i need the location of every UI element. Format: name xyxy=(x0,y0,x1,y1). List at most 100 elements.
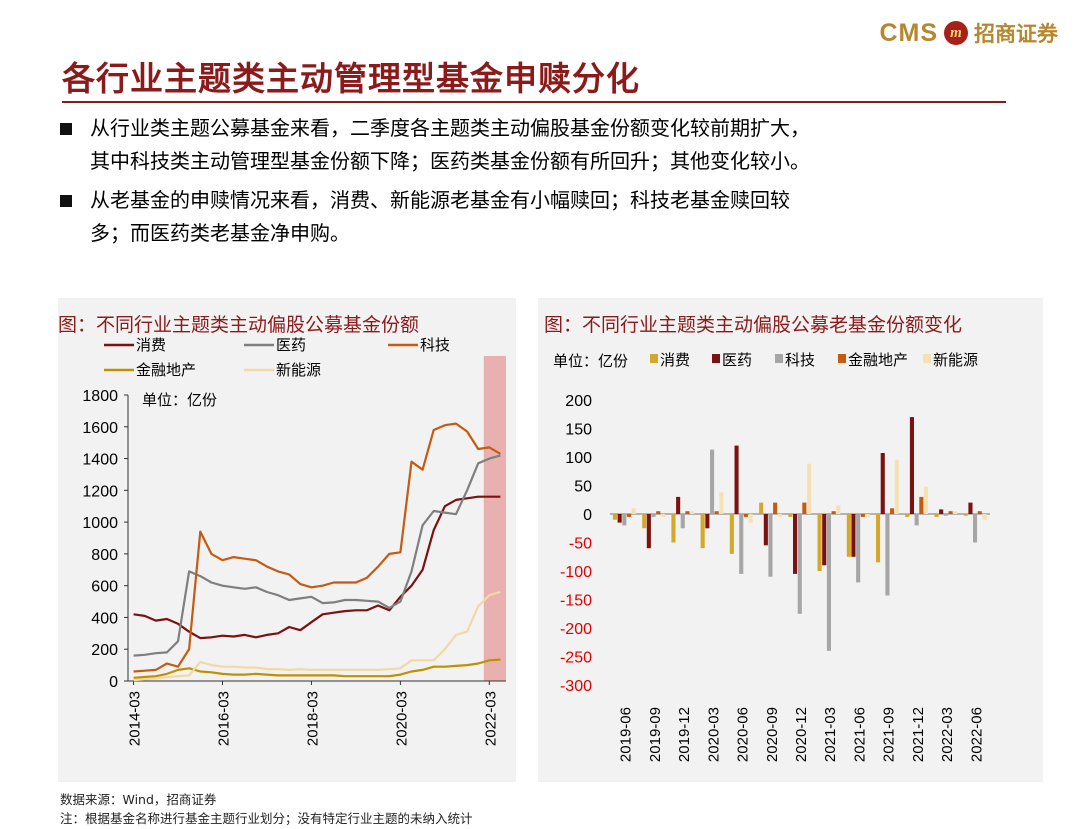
bar-医药 xyxy=(939,509,944,514)
legend-swatch xyxy=(923,354,931,363)
bar-科技 xyxy=(710,449,715,514)
y-tick-label: 200 xyxy=(565,393,592,410)
legend-item: 医药 xyxy=(712,351,752,369)
bar-医药 xyxy=(793,514,798,574)
y-tick-label: -250 xyxy=(560,650,592,667)
y-tick-label: -200 xyxy=(560,621,592,638)
x-tick-label: 2020-03 xyxy=(393,691,410,746)
y-tick-label: -150 xyxy=(560,593,592,610)
bar-消费 xyxy=(876,514,881,563)
bar-科技 xyxy=(826,514,831,651)
legend-label: 消费 xyxy=(136,336,166,354)
bar-科技 xyxy=(622,514,627,526)
bar-科技 xyxy=(768,514,773,577)
legend-label: 新能源 xyxy=(276,361,321,379)
bar-消费 xyxy=(729,514,734,554)
bar-金融地产 xyxy=(714,511,719,514)
bar-医药 xyxy=(822,514,827,566)
logo-mark-icon: m xyxy=(944,21,968,45)
legend-item: 金融地产 xyxy=(838,351,908,369)
bar-消费 xyxy=(788,514,793,517)
series-line-科技 xyxy=(133,422,501,673)
bar-chart-title: 图：不同行业主题类主动偏股公募老基金份额变化 xyxy=(544,314,963,336)
legend-label: 金融地产 xyxy=(136,361,196,379)
legend-item: 新能源 xyxy=(923,351,978,369)
bar-医药 xyxy=(968,502,973,514)
legend-label: 医药 xyxy=(276,336,306,354)
bar-医药 xyxy=(705,514,710,529)
bullet-item: 从行业类主题公募基金来看，二季度各主题类主动偏股基金份额变化较前期扩大， 其中科… xyxy=(56,112,1066,178)
bar-科技 xyxy=(973,514,978,543)
bar-金融地产 xyxy=(948,511,953,514)
bar-新能源 xyxy=(631,508,636,514)
line-chart-panel: 图：不同行业主题类主动偏股公募基金份额 0 200 400 600 800 1000 120… xyxy=(58,298,516,782)
bar-消费 xyxy=(759,502,764,514)
x-tick-label: 2021-06 xyxy=(851,707,868,762)
x-tick-label: 2019-06 xyxy=(618,707,635,762)
bar-科技 xyxy=(651,514,656,517)
bar-医药 xyxy=(880,453,885,514)
footer-source: 数据来源：Wind，招商证券 xyxy=(60,792,217,807)
bar-医药 xyxy=(909,417,914,514)
bar-金融地产 xyxy=(802,502,807,514)
bullet-list: 从行业类主题公募基金来看，二季度各主题类主动偏股基金份额变化较前期扩大， 其中科… xyxy=(56,112,1066,256)
bar-金融地产 xyxy=(860,514,865,517)
logo-chinese-text: 招商证券 xyxy=(974,21,1058,46)
bar-新能源 xyxy=(660,514,665,517)
bar-医药 xyxy=(763,514,768,546)
bar-医药 xyxy=(851,514,856,557)
legend-swatch xyxy=(650,354,658,363)
bar-新能源 xyxy=(777,514,782,517)
bar-新能源 xyxy=(836,505,841,514)
y-tick-label: 1400 xyxy=(82,452,118,469)
line-chart-title: 图：不同行业主题类主动偏股公募基金份额 xyxy=(58,314,420,336)
bar-金融地产 xyxy=(743,514,748,517)
bar-消费 xyxy=(700,514,705,549)
bar-医药 xyxy=(734,445,739,514)
bar-消费 xyxy=(671,514,676,543)
bar-科技 xyxy=(943,514,948,516)
legend-item: 科技 xyxy=(388,336,450,354)
line-chart: 0 200 400 600 800 1000 1200 1400 1600 1800 2014-03… xyxy=(82,336,506,746)
logo-cms-text: CMS xyxy=(879,18,938,47)
y-tick-label: 400 xyxy=(91,610,118,627)
bar-医药 xyxy=(646,514,651,549)
x-tick-label: 2022-03 xyxy=(482,691,499,746)
bar-医药 xyxy=(676,496,681,514)
bar-金融地产 xyxy=(890,508,895,514)
legend-swatch xyxy=(838,354,846,363)
legend-label: 医药 xyxy=(722,351,752,369)
bar-新能源 xyxy=(894,459,899,514)
bullet-item: 从老基金的申赎情况来看，消费、新能源老基金有小幅赎回；科技老基金赎回较 多；而医… xyxy=(56,184,1066,250)
legend-item: 金融地产 xyxy=(104,361,196,379)
legend-label: 消费 xyxy=(660,351,690,369)
y-tick-label: -100 xyxy=(560,564,592,581)
title-divider xyxy=(62,101,1006,103)
series-line-医药 xyxy=(133,454,501,657)
bar-科技 xyxy=(914,514,919,526)
y-tick-label: 600 xyxy=(91,579,118,596)
bar-消费 xyxy=(963,514,968,516)
bar-消费 xyxy=(817,514,822,571)
x-tick-label: 2014-03 xyxy=(127,691,144,746)
x-tick-label: 2016-03 xyxy=(216,691,233,746)
x-tick-label: 2020-09 xyxy=(764,707,781,762)
series-line-新能源 xyxy=(133,590,501,682)
bar-科技 xyxy=(680,514,685,529)
legend-label: 科技 xyxy=(420,336,450,354)
bar-金融地产 xyxy=(773,502,778,514)
y-tick-label: 1200 xyxy=(82,483,118,500)
bar-科技 xyxy=(797,514,802,614)
legend-item: 新能源 xyxy=(244,361,321,379)
legend-item: 消费 xyxy=(650,351,690,369)
y-tick-label: 150 xyxy=(565,422,592,439)
unit-label: 单位：亿份 xyxy=(553,352,628,370)
legend-label: 金融地产 xyxy=(848,351,908,369)
x-tick-label: 2019-09 xyxy=(647,707,664,762)
x-tick-label: 2019-12 xyxy=(676,707,693,762)
x-tick-label: 2020-03 xyxy=(705,707,722,762)
bar-科技 xyxy=(885,514,890,596)
bar-新能源 xyxy=(748,514,753,523)
series-line-消费 xyxy=(133,495,501,640)
x-tick-label: 2020-12 xyxy=(793,707,810,762)
